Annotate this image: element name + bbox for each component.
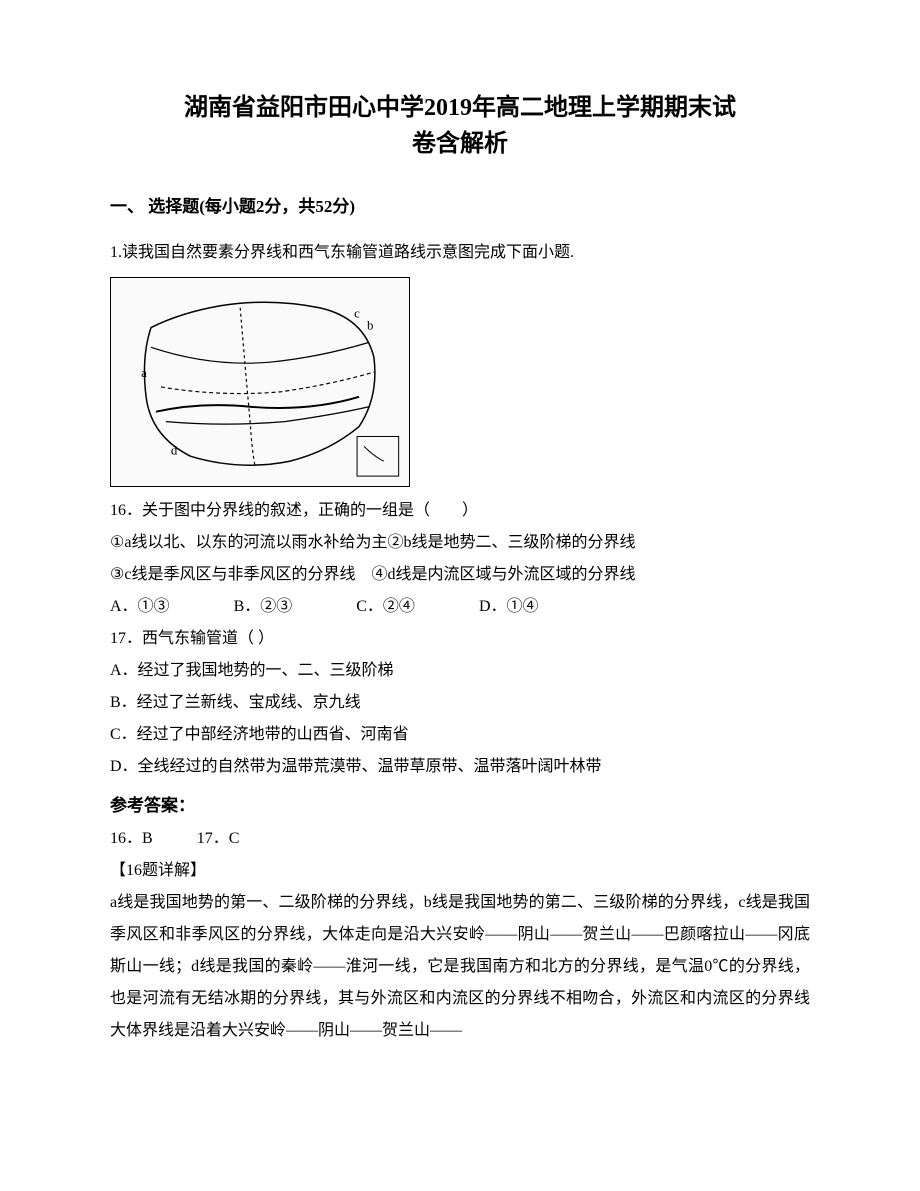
q17-option-d: D．全线经过的自然带为温带荒漠带、温带草原带、温带落叶阔叶林带 <box>110 751 810 783</box>
q16-option-d: D．①④ <box>479 591 539 623</box>
q17-option-c: C．经过了中部经济地带的山西省、河南省 <box>110 719 810 751</box>
q17-option-b: B．经过了兰新线、宝成线、京九线 <box>110 687 810 719</box>
detail-16-header: 【16题详解】 <box>110 855 810 887</box>
q16-statement-1: ①a线以北、以东的河流以雨水补给为主②b线是地势二、三级阶梯的分界线 <box>110 527 810 559</box>
answer-16: 16．B <box>110 823 153 855</box>
q16-options: A．①③ B．②③ C．②④ D．①④ <box>110 591 810 623</box>
q17-option-a: A．经过了我国地势的一、二、三级阶梯 <box>110 655 810 687</box>
china-map-figure: a c b d <box>110 277 410 487</box>
answer-line: 16．B 17．C <box>110 823 810 855</box>
q16-option-b: B．②③ <box>234 591 293 623</box>
detail-16-body: a线是我国地势的第一、二级阶梯的分界线，b线是我国地势的第二、三级阶梯的分界线，… <box>110 887 810 1047</box>
svg-text:c: c <box>354 307 360 321</box>
china-map-svg: a c b d <box>111 278 409 486</box>
q16-option-a: A．①③ <box>110 591 170 623</box>
answer-header: 参考答案： <box>110 789 810 823</box>
title-line-1: 湖南省益阳市田心中学2019年高二地理上学期期末试 <box>110 90 810 126</box>
svg-text:a: a <box>141 366 147 380</box>
svg-text:b: b <box>367 319 373 333</box>
q16-statement-2: ③c线是季风区与非季风区的分界线 ④d线是内流区域与外流区域的分界线 <box>110 559 810 591</box>
q17-stem: 17．西气东输管道（ ） <box>110 623 810 655</box>
svg-text:d: d <box>171 443 178 457</box>
question-intro: 1.读我国自然要素分界线和西气东输管道路线示意图完成下面小题. <box>110 237 810 269</box>
answer-17: 17．C <box>197 823 240 855</box>
q16-stem: 16．关于图中分界线的叙述，正确的一组是（ ） <box>110 495 810 527</box>
document-title: 湖南省益阳市田心中学2019年高二地理上学期期末试 卷含解析 <box>110 90 810 162</box>
title-line-2: 卷含解析 <box>110 126 810 162</box>
section-header: 一、 选择题(每小题2分，共52分) <box>110 192 810 217</box>
q16-option-c: C．②④ <box>356 591 415 623</box>
